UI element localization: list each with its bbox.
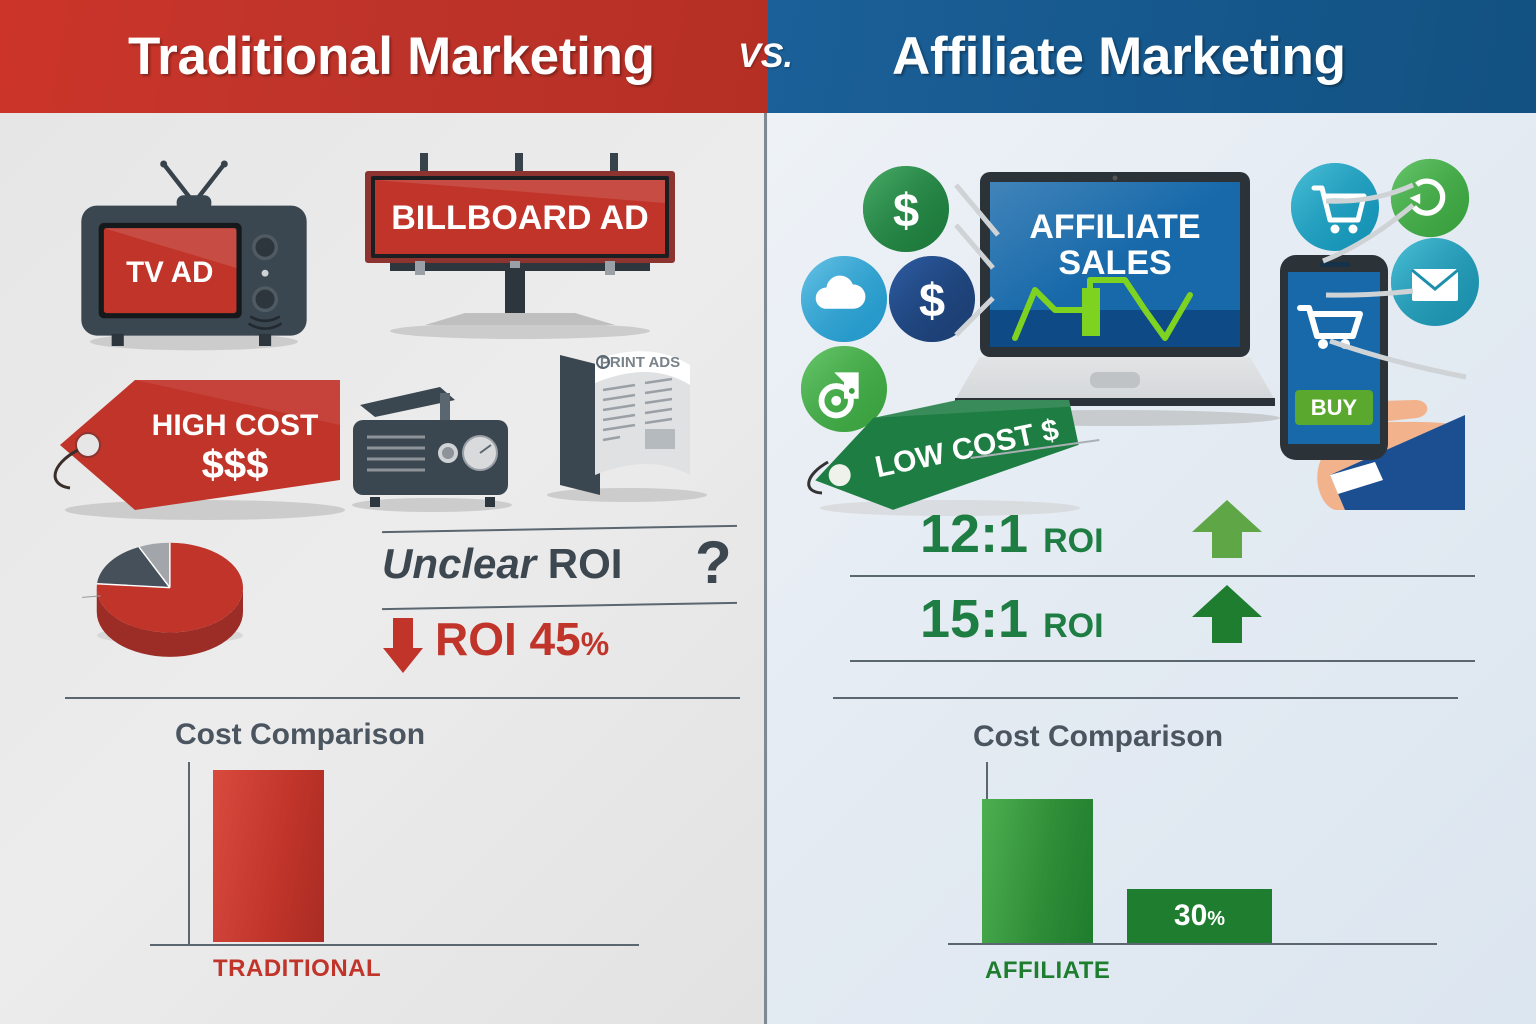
svg-text:TV AD: TV AD [126,256,213,289]
svg-text:PRINT ADS: PRINT ADS [600,354,680,371]
svg-text:$$$: $$$ [202,443,269,487]
svg-text:HIGH COST: HIGH COST [152,409,319,442]
svg-text:BILLBOARD AD: BILLBOARD AD [391,199,649,237]
